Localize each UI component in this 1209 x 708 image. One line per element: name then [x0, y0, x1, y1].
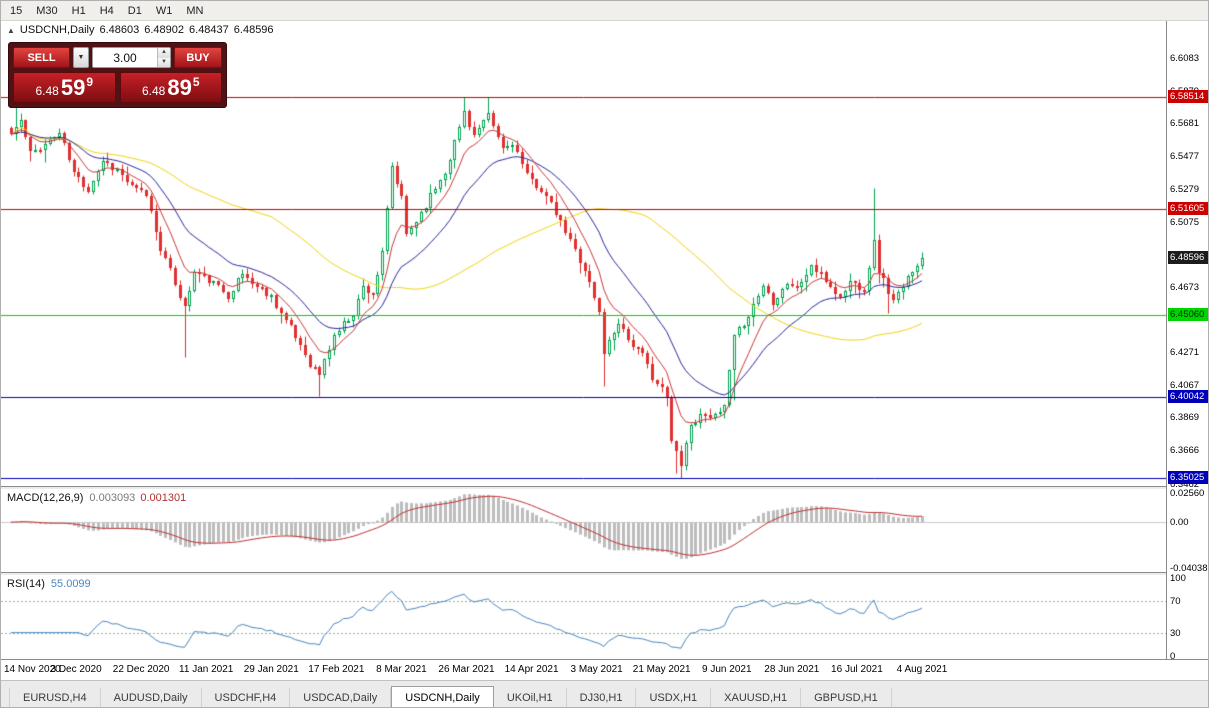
rsi-value: 55.0099 — [50, 578, 91, 590]
price-scale-label: 6.5075 — [1170, 216, 1200, 228]
chart-marker-icon: ▲ — [7, 26, 15, 35]
macd-title: MACD(12,26,9) 0.003093 0.001301 — [7, 492, 186, 504]
macd-scale-label: 0.02560 — [1170, 488, 1205, 499]
buy-price-big: 89 — [167, 74, 192, 100]
chart-tab-eurusd-h4[interactable]: EURUSD,H4 — [9, 688, 101, 707]
panel-separator — [1, 486, 1208, 489]
time-axis-label: 8 Mar 2021 — [376, 664, 427, 675]
sell-button[interactable]: SELL — [13, 47, 70, 68]
sell-price-big: 59 — [60, 74, 86, 100]
buy-price-button[interactable]: 6.48 89 5 — [119, 72, 222, 103]
timeframe-button-m30[interactable]: M30 — [36, 4, 58, 17]
price-badge: 6.51605 — [1168, 201, 1208, 215]
price-scale-label: 6.6083 — [1170, 52, 1200, 64]
buy-price-sup: 5 — [192, 74, 200, 89]
macd-scale-label: 0.00 — [1170, 517, 1189, 529]
time-axis-label: 9 Jun 2021 — [702, 664, 752, 675]
panel-separator — [1, 572, 1208, 575]
time-axis-label: 3 Dec 2020 — [50, 664, 102, 675]
price-badge: 6.45060 — [1168, 308, 1208, 322]
time-axis-label: 21 May 2021 — [632, 664, 691, 675]
timeframe-button-15[interactable]: 15 — [10, 4, 23, 17]
timeframe-button-mn[interactable]: MN — [186, 4, 204, 17]
chart-tab-ukoil-h1[interactable]: UKOil,H1 — [494, 688, 567, 707]
price-scale-label: 6.5681 — [1170, 118, 1200, 130]
price-scale-label: 6.4673 — [1170, 281, 1200, 293]
price-scale-label: 6.3462 — [1170, 478, 1200, 490]
price-scale-label: 6.4067 — [1170, 380, 1200, 392]
time-axis-label: 29 Jan 2021 — [243, 664, 299, 675]
order-type-dropdown[interactable]: ▼ — [73, 47, 89, 68]
sell-price-sup: 9 — [86, 74, 94, 89]
rsi-scale-label: 100 — [1170, 573, 1186, 584]
rsi-scale-label: 30 — [1170, 627, 1181, 639]
time-axis-label: 26 Mar 2021 — [438, 664, 495, 675]
chart-tab-usdx-h1[interactable]: USDX,H1 — [636, 688, 712, 707]
rsi-scale-label: 0 — [1170, 651, 1176, 659]
price-scale-label: 6.3869 — [1170, 412, 1200, 424]
volume-increase-button[interactable]: ▲ — [158, 48, 170, 58]
volume-spinner: ▲ ▼ — [157, 48, 170, 67]
time-axis-label: 11 Jan 2021 — [179, 664, 234, 675]
chart-tab-usdcnh-daily[interactable]: USDCNH,Daily — [391, 686, 494, 707]
price-badge: 6.48596 — [1168, 250, 1208, 264]
open-value: 6.48603 — [99, 24, 140, 36]
sell-price-button[interactable]: 6.48 59 9 — [13, 72, 116, 103]
macd-main-value: 0.003093 — [89, 492, 136, 504]
close-value: 6.48596 — [233, 24, 274, 36]
chart-tab-dj30-h1[interactable]: DJ30,H1 — [567, 688, 637, 707]
chart-symbol-label: USDCNH,Daily — [19, 24, 95, 36]
one-click-trading-panel: SELL ▼ ▲ ▼ BUY 6.48 59 9 6.48 89 5 — [8, 42, 227, 108]
chart-title: ▲ USDCNH,Daily 6.48603 6.48902 6.48437 6.4859… — [7, 24, 279, 36]
volume-field: ▲ ▼ — [92, 47, 171, 68]
macd-title-label: MACD(12,26,9) — [7, 492, 84, 504]
timeframe-button-h1[interactable]: H1 — [71, 4, 86, 17]
rsi-indicator-canvas[interactable] — [1, 575, 1166, 659]
macd-signal-value: 0.001301 — [140, 492, 187, 504]
buy-button[interactable]: BUY — [174, 47, 222, 68]
macd-scale-label: -0.04038 — [1170, 563, 1208, 574]
time-axis-label: 22 Dec 2020 — [112, 664, 170, 675]
price-scale-column[interactable]: 6.60836.58796.56816.54776.52796.50756.46… — [1166, 21, 1208, 659]
chart-tab-usdcad-daily[interactable]: USDCAD,Daily — [290, 688, 392, 707]
one-click-prices-row: 6.48 59 9 6.48 89 5 — [13, 72, 222, 103]
rsi-title: RSI(14) 55.0099 — [7, 578, 91, 590]
price-badge: 6.40042 — [1168, 389, 1208, 403]
price-badge: 6.35025 — [1168, 470, 1208, 484]
time-axis[interactable]: 14 Nov 2020 3 Dec 2020 22 Dec 2020 11 Jan 2… — [1, 659, 1208, 681]
time-axis-label: 28 Jun 2021 — [764, 664, 820, 675]
chart-tab-audusd-daily[interactable]: AUDUSD,Daily — [101, 688, 202, 707]
time-axis-label: 14 Nov 2020 — [4, 664, 61, 675]
price-scale-label: 6.5279 — [1170, 183, 1200, 195]
time-axis-label: 14 Apr 2021 — [504, 664, 559, 675]
chart-tab-gbpusd-h1[interactable]: GBPUSD,H1 — [801, 688, 892, 707]
buy-price-prefix: 6.48 — [141, 83, 166, 98]
timeframe-button-d1[interactable]: D1 — [127, 4, 142, 17]
macd-indicator-canvas[interactable] — [1, 489, 1166, 572]
chevron-down-icon: ▼ — [77, 54, 85, 61]
price-scale-label: 6.4271 — [1170, 347, 1200, 359]
timeframe-button-h4[interactable]: H4 — [99, 4, 114, 17]
timeframe-button-w1[interactable]: W1 — [155, 4, 173, 17]
price-badge: 6.58514 — [1168, 89, 1208, 103]
time-axis-label: 3 May 2021 — [570, 664, 623, 675]
chart-tab-usdchf-h4[interactable]: USDCHF,H4 — [202, 688, 291, 707]
time-axis-label: 4 Aug 2021 — [896, 664, 948, 675]
rsi-title-label: RSI(14) — [7, 578, 45, 590]
chart-tab-xauusd-h1[interactable]: XAUUSD,H1 — [711, 688, 802, 707]
chart-tab-bar: EURUSD,H4 AUDUSD,Daily USDCHF,H4 USDCAD,Dai… — [1, 680, 1208, 707]
time-axis-label: 17 Feb 2021 — [308, 664, 365, 675]
timeframe-toolbar: 15 M30 H1 H4 D1 W1 MN — [1, 1, 1208, 21]
high-value: 6.48902 — [144, 24, 185, 36]
price-scale-label: 6.3666 — [1170, 445, 1200, 457]
price-scale-label: 6.5477 — [1170, 151, 1200, 163]
one-click-controls-row: SELL ▼ ▲ ▼ BUY — [13, 47, 222, 68]
sell-price-prefix: 6.48 — [35, 83, 59, 98]
volume-input[interactable] — [93, 48, 157, 67]
time-axis-label: 16 Jul 2021 — [831, 664, 883, 675]
rsi-scale-label: 70 — [1170, 596, 1181, 608]
volume-decrease-button[interactable]: ▼ — [158, 57, 170, 67]
low-value: 6.48437 — [189, 24, 229, 36]
